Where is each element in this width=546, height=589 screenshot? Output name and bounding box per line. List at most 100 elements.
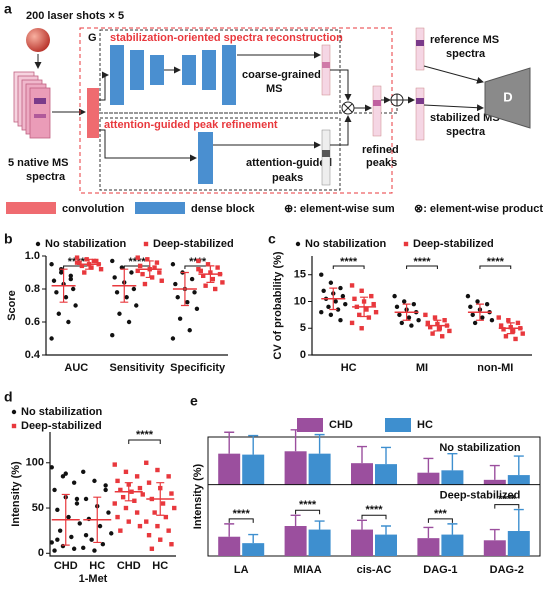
data-point: [175, 295, 180, 300]
significance-label: ****: [136, 429, 154, 441]
x-tick-label: MI: [416, 362, 428, 374]
data-point: [126, 319, 132, 325]
sd-bar: [206, 265, 215, 283]
data-point: [94, 258, 99, 264]
data-point: [35, 241, 41, 247]
data-point: [89, 265, 94, 270]
significance-bracket: [406, 265, 438, 269]
data-point: [364, 307, 369, 312]
data-point: [177, 316, 183, 321]
sd-bar: [475, 303, 484, 321]
data-point: [340, 293, 346, 299]
x-tick-label: Sensitivity: [109, 362, 165, 374]
data-point: [371, 301, 376, 307]
sd-bar: [85, 258, 94, 270]
data-point: [442, 318, 447, 323]
data-point: [475, 299, 480, 304]
data-point: [166, 528, 171, 533]
data-point: [112, 501, 117, 506]
stabilized-strip: [415, 87, 425, 141]
panel-label: d: [4, 389, 13, 405]
data-point: [89, 537, 94, 542]
data-point: [63, 295, 69, 300]
data-point: [82, 270, 87, 275]
discriminator: [484, 67, 531, 129]
data-point: [416, 318, 421, 323]
error-bar: [423, 457, 434, 473]
data-point: [123, 469, 129, 475]
data-point: [402, 299, 407, 304]
error-bar: [381, 525, 391, 535]
data-point: [328, 312, 334, 318]
data-point: [432, 315, 438, 320]
data-point: [112, 462, 117, 467]
data-point: [338, 318, 343, 323]
data-point: [149, 546, 155, 551]
data-point: [201, 273, 206, 278]
data-point: [185, 300, 190, 305]
data-point: [359, 288, 364, 293]
data-point: [425, 320, 430, 326]
error-bar: [314, 433, 325, 454]
x-tick-label: AUC: [64, 362, 88, 374]
data-point: [137, 485, 143, 491]
data-point: [397, 312, 402, 318]
data-point: [132, 498, 137, 503]
strip-peak: [416, 98, 424, 104]
error-bar: [290, 514, 301, 527]
legend-label: Deep-stabilized: [153, 238, 234, 250]
data-point: [392, 293, 397, 299]
reference-label: reference MS: [430, 34, 499, 46]
x-tick-label: CHD: [54, 560, 78, 572]
data-point: [440, 334, 445, 339]
data-point: [109, 531, 114, 536]
data-point: [203, 283, 208, 288]
panel-label: e: [190, 393, 198, 409]
refined-label: refined: [362, 144, 399, 156]
legend-label: Deep-stabilized: [21, 420, 102, 432]
attention-label: attention-guided: [246, 157, 332, 169]
data-point: [465, 293, 471, 299]
data-point: [70, 286, 76, 292]
data-point: [79, 263, 85, 269]
significance-bracket: [228, 518, 254, 523]
data-point: [68, 276, 73, 282]
sd-bar: [156, 482, 165, 516]
error-bar: [224, 523, 235, 537]
sd-bar: [59, 268, 68, 303]
data-point: [423, 312, 428, 318]
significance-bracket: [361, 514, 387, 520]
y-tick-label: 0.6: [25, 316, 40, 328]
data-point: [60, 543, 66, 549]
strip-peak: [373, 100, 381, 106]
branch-title: stabilization-oriented spectra reconstru…: [110, 32, 343, 44]
arrow: [99, 71, 109, 101]
x-tick-label: HC: [152, 560, 168, 572]
error-bar: [513, 455, 524, 476]
axis: [49, 432, 176, 557]
data-point: [135, 255, 140, 260]
data-point: [338, 285, 343, 291]
legend-label: ⊕: element-wise sum: [284, 203, 395, 215]
legend-swatch: [297, 418, 323, 432]
sd-bar: [360, 296, 369, 318]
arrow: [330, 69, 352, 101]
bar: [351, 463, 373, 485]
error-bar: [423, 526, 434, 539]
strip-peak: [416, 40, 424, 46]
data-point: [403, 241, 409, 247]
input-label: spectra: [26, 171, 66, 183]
data-point: [49, 465, 54, 470]
data-point: [124, 295, 129, 300]
branch-box: [99, 117, 341, 191]
error-bar: [314, 520, 325, 530]
y-tick-label: 10: [294, 295, 306, 307]
significance-label: ****: [487, 256, 505, 268]
data-point: [60, 474, 66, 479]
data-point: [198, 268, 204, 274]
data-point: [131, 286, 137, 292]
data-point: [74, 501, 80, 506]
panel-label: a: [4, 1, 12, 17]
data-point: [437, 326, 442, 331]
data-point: [152, 265, 157, 270]
